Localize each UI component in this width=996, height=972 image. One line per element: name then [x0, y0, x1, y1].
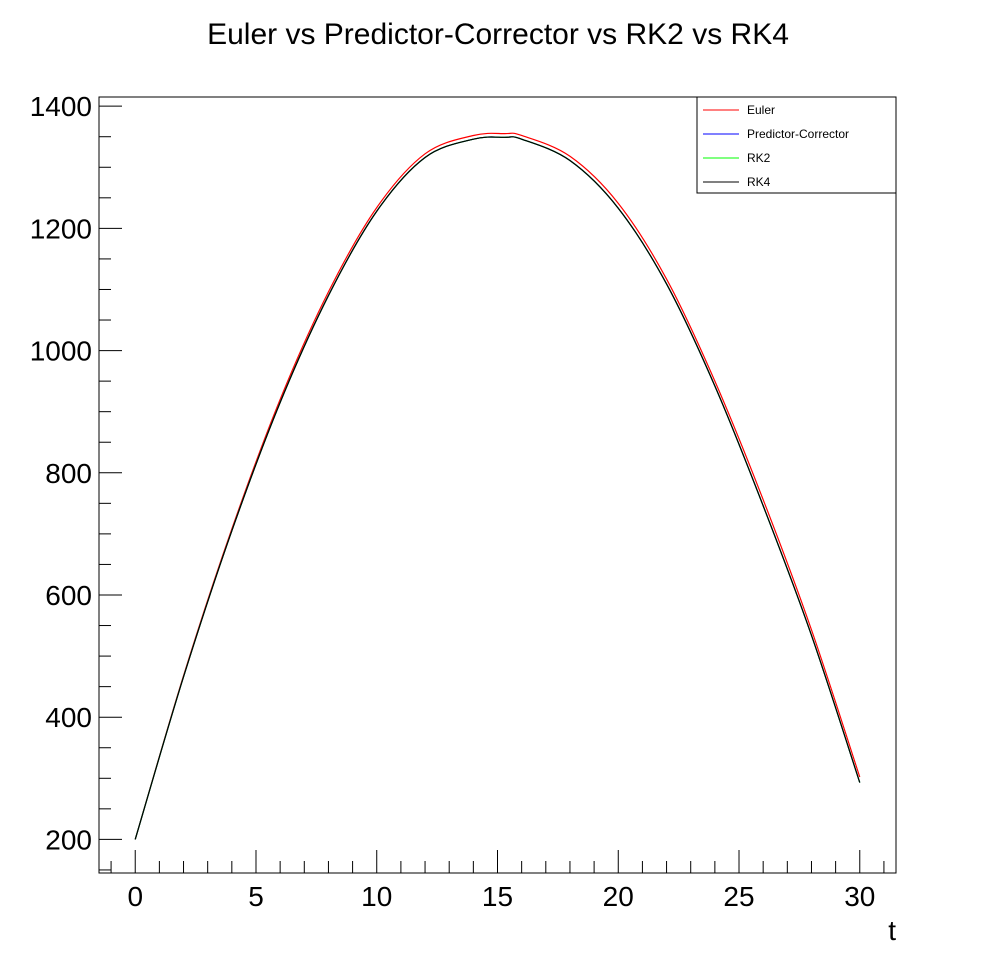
series-line-0 [134, 132, 861, 840]
y-tick-label: 400 [45, 702, 92, 733]
series-line-3 [134, 136, 861, 840]
legend-entry-3: RK4 [747, 175, 771, 189]
y-tick-label: 1400 [30, 91, 92, 122]
legend-box [696, 96, 897, 194]
chart-title: Euler vs Predictor-Corrector vs RK2 vs R… [207, 18, 789, 51]
plot-frame [98, 96, 897, 874]
series-group [134, 132, 861, 840]
y-tick-label: 200 [45, 824, 92, 855]
plot-area [98, 96, 897, 874]
x-tick-label: 5 [248, 881, 264, 912]
legend-entry-1: Predictor-Corrector [747, 127, 849, 141]
x-tick-label: 25 [723, 881, 754, 912]
legend-entry-0: Euler [747, 103, 775, 117]
x-tick-label: 30 [844, 881, 875, 912]
x-axis-label: t [888, 915, 896, 946]
series-line-2 [134, 136, 861, 840]
y-tick-label: 1200 [30, 213, 92, 244]
series-line-1 [134, 136, 861, 840]
x-tick-label: 0 [127, 881, 143, 912]
x-axis: 0 5 10 15 20 25 30 [110, 850, 885, 912]
y-tick-label: 1000 [30, 336, 92, 367]
y-axis: 200 400 600 800 1000 1200 1400 [30, 91, 122, 871]
x-tick-label: 10 [361, 881, 392, 912]
y-tick-label: 600 [45, 580, 92, 611]
x-tick-label: 20 [603, 881, 634, 912]
y-tick-label: 800 [45, 458, 92, 489]
x-tick-label: 15 [482, 881, 513, 912]
legend-entry-2: RK2 [747, 151, 771, 165]
legend: Euler Predictor-Corrector RK2 RK4 [696, 96, 897, 194]
